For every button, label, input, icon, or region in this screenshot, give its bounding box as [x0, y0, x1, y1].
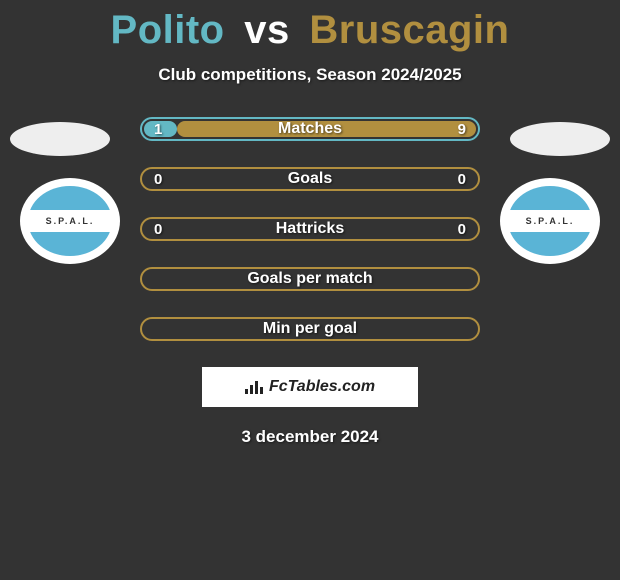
stat-label: Hattricks	[276, 220, 344, 238]
stat-row: Goals per match	[140, 267, 480, 291]
stat-value-right: 0	[458, 221, 466, 238]
stat-value-right: 9	[458, 121, 466, 138]
vs-text: vs	[244, 8, 290, 52]
stat-row: 0 0 Goals	[140, 167, 480, 191]
left-club-text: S.P.A.L.	[28, 210, 112, 232]
stat-label: Matches	[278, 120, 342, 138]
subtitle: Club competitions, Season 2024/2025	[0, 65, 620, 85]
right-club-badge: S.P.A.L.	[500, 178, 600, 264]
player1-name: Polito	[111, 8, 225, 52]
right-club-text: S.P.A.L.	[508, 210, 592, 232]
player2-name: Bruscagin	[309, 8, 509, 52]
comparison-title: Polito vs Bruscagin	[0, 0, 620, 53]
stat-value-right: 0	[458, 171, 466, 188]
stat-label: Goals	[288, 170, 332, 188]
left-club-badge: S.P.A.L.	[20, 178, 120, 264]
stat-value-left: 0	[154, 221, 162, 238]
stat-row: 1 9 Matches	[140, 117, 480, 141]
stat-value-left: 0	[154, 171, 162, 188]
stat-label: Goals per match	[247, 270, 372, 288]
fctables-logo-box: FcTables.com	[202, 367, 418, 407]
stat-value-left: 1	[154, 121, 162, 138]
stat-row: Min per goal	[140, 317, 480, 341]
stat-label: Min per goal	[263, 320, 357, 338]
fctables-text: FcTables.com	[269, 378, 375, 396]
bar-chart-icon	[245, 380, 263, 394]
stat-row: 0 0 Hattricks	[140, 217, 480, 241]
date-text: 3 december 2024	[0, 427, 620, 447]
